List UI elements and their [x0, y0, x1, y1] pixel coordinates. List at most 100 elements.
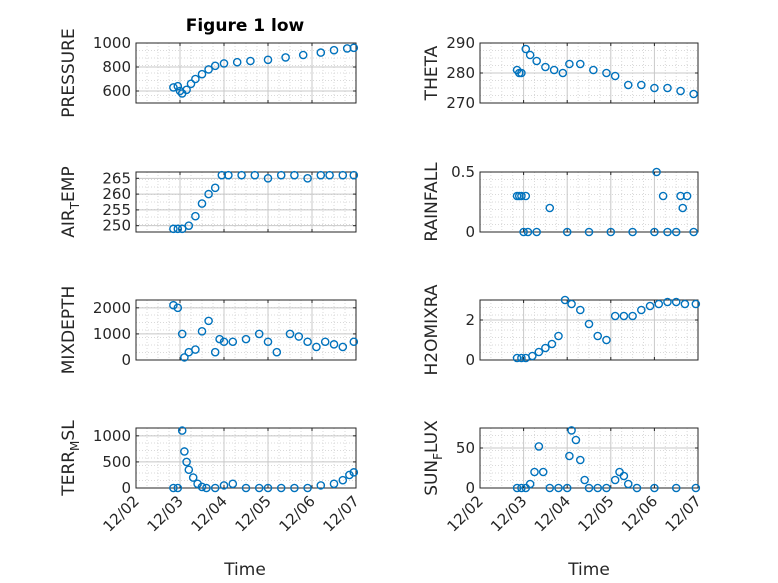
data-point: [285, 329, 295, 339]
data-point: [575, 59, 585, 69]
data-point: [558, 68, 568, 78]
data-point: [575, 305, 585, 315]
data-point: [517, 483, 526, 493]
y-tick-label: 50: [456, 439, 475, 457]
data-point: [303, 174, 312, 183]
data-point: [565, 59, 574, 69]
y-tick-label: 250: [102, 217, 131, 235]
data-point: [272, 347, 282, 357]
y-tick-label: 0: [465, 351, 475, 369]
data-point: [312, 342, 321, 352]
subplot-4: 0 0.5 RAINFALL: [422, 162, 699, 242]
data-point: [602, 335, 611, 345]
y-tick-label: 0: [121, 479, 131, 497]
data-point: [316, 170, 326, 180]
data-point: [567, 299, 576, 309]
data-point: [197, 327, 207, 336]
data-point: [606, 227, 616, 237]
data-point: [593, 483, 603, 493]
data-point: [565, 451, 574, 461]
data-point: [180, 353, 189, 362]
data-point: [294, 332, 304, 341]
data-point: [186, 79, 196, 89]
y-tick-label: 260: [102, 185, 131, 203]
data-point: [584, 483, 594, 493]
data-point: [345, 470, 354, 480]
data-point: [534, 442, 544, 451]
data-point: [650, 483, 659, 493]
data-point: [512, 483, 522, 493]
data-point: [521, 44, 531, 54]
data-point: [290, 483, 299, 493]
axes-box: [479, 299, 699, 361]
data-point: [584, 319, 594, 329]
data-point: [682, 191, 692, 201]
data-point: [219, 337, 229, 347]
data-point: [210, 483, 220, 493]
y-tick-label: 280: [446, 64, 475, 82]
data-point: [338, 342, 348, 352]
data-point: [316, 481, 326, 490]
data-point: [169, 300, 178, 310]
data-point: [554, 331, 563, 341]
data-point: [173, 303, 183, 313]
data-point: [210, 61, 220, 71]
data-point: [678, 203, 688, 213]
data-point: [281, 53, 290, 62]
data-point: [338, 170, 348, 180]
data-point: [180, 447, 189, 456]
subplot-1: 600 800 1000 PRESSURE: [59, 28, 359, 118]
data-point: [532, 227, 541, 237]
x-tick-label: 12/04: [531, 492, 574, 535]
y-axis-label: MIXDEPTH: [59, 286, 79, 375]
data-point: [316, 48, 326, 57]
subplot-7: 12/02 12/03 12/04 12/05 12/06 12/07 0 500 1000 TE…: [59, 420, 363, 536]
y-tick-label: 270: [446, 94, 475, 112]
data-point: [173, 81, 183, 91]
y-tick-label: 800: [102, 58, 131, 76]
data-point: [671, 227, 681, 237]
y-tick-label: 255: [102, 201, 131, 219]
y-tick-label: 1000: [93, 427, 131, 445]
data-point: [228, 337, 238, 347]
y-axis-label: PRESSURE: [59, 28, 79, 117]
data-point: [619, 471, 629, 481]
data-point: [290, 170, 299, 180]
y-tick-label: 0: [465, 223, 475, 241]
data-point: [645, 301, 655, 311]
data-point: [184, 465, 194, 475]
data-point: [562, 227, 572, 237]
data-point: [637, 305, 646, 315]
data-point: [623, 80, 633, 90]
data-point: [610, 311, 620, 321]
data-point: [254, 483, 264, 493]
data-point: [623, 479, 633, 489]
y-axis-label: RAINFALL: [422, 162, 442, 242]
data-point: [169, 224, 178, 234]
data-point: [663, 83, 672, 93]
data-point: [188, 473, 198, 482]
data-point: [182, 457, 191, 467]
y-axis-label: TERRMSL: [59, 420, 82, 497]
data-point: [517, 68, 526, 78]
data-point: [349, 43, 359, 53]
x-tick-label: 12/02: [100, 492, 143, 535]
data-point: [204, 189, 213, 199]
y-tick-label: 265: [102, 169, 131, 187]
data-point: [532, 56, 541, 66]
data-point: [619, 311, 629, 321]
axes-box: [135, 427, 357, 489]
data-point: [173, 224, 183, 234]
x-tick-label: 12/07: [662, 492, 705, 535]
data-point: [541, 343, 550, 353]
data-point: [517, 191, 526, 201]
data-point: [303, 483, 312, 493]
data-point: [610, 475, 620, 485]
data-point: [671, 297, 681, 307]
data-point: [512, 353, 522, 363]
x-tick-label: 12/06: [618, 492, 661, 535]
axes-box: [135, 42, 357, 104]
data-point: [349, 170, 359, 180]
